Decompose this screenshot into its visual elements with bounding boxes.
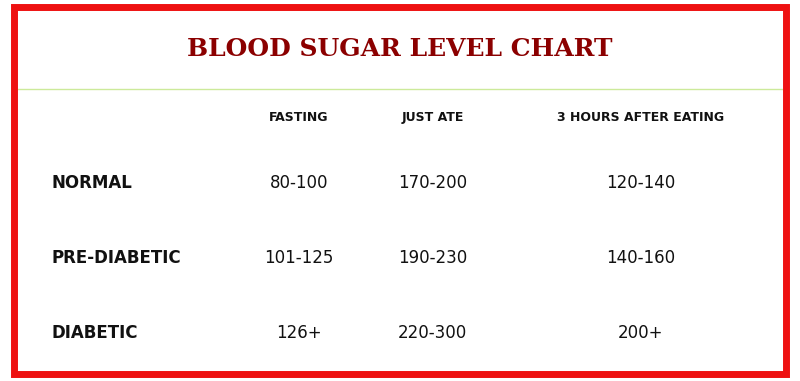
Text: 126+: 126+	[276, 324, 322, 342]
Text: 80-100: 80-100	[270, 174, 328, 192]
Bar	[242, 299, 357, 367]
Bar	[375, 224, 490, 292]
Bar	[508, 92, 773, 142]
Text: NORMAL: NORMAL	[52, 174, 133, 192]
Bar	[242, 149, 357, 217]
Bar	[27, 299, 223, 367]
Text: 140-160: 140-160	[606, 249, 675, 267]
Text: 190-230: 190-230	[398, 249, 467, 267]
Bar	[242, 224, 357, 292]
Bar	[508, 149, 773, 217]
Bar	[508, 299, 773, 367]
Bar	[242, 92, 357, 142]
Text: 101-125: 101-125	[264, 249, 334, 267]
Text: 220-300: 220-300	[398, 324, 467, 342]
Bar	[27, 224, 223, 292]
Bar	[27, 149, 223, 217]
Bar	[508, 224, 773, 292]
Bar	[375, 92, 490, 142]
Text: 120-140: 120-140	[606, 174, 675, 192]
Text: 170-200: 170-200	[398, 174, 467, 192]
Text: DIABETIC: DIABETIC	[52, 324, 138, 342]
Text: 3 HOURS AFTER EATING: 3 HOURS AFTER EATING	[557, 110, 724, 123]
Text: JUST ATE: JUST ATE	[402, 110, 464, 123]
Text: PRE-DIABETIC: PRE-DIABETIC	[52, 249, 182, 267]
Text: FASTING: FASTING	[269, 110, 329, 123]
Text: 200+: 200+	[618, 324, 663, 342]
Bar	[375, 149, 490, 217]
Bar	[375, 299, 490, 367]
Text: BLOOD SUGAR LEVEL CHART: BLOOD SUGAR LEVEL CHART	[187, 37, 613, 61]
